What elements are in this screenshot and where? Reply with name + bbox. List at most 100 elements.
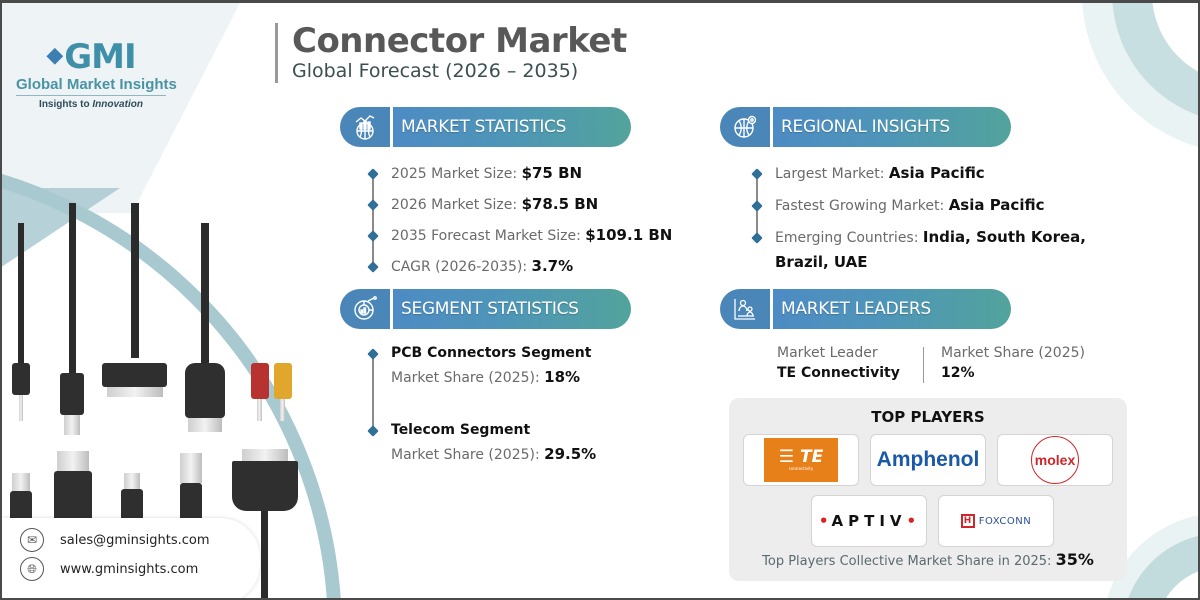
segment-share-value: 29.5% <box>544 445 597 463</box>
plug-tip <box>107 387 163 397</box>
segment-share-value: 18% <box>544 368 581 386</box>
plug-tip <box>188 418 222 432</box>
molex-logo: molex <box>1031 436 1079 484</box>
market-share-label: Market Share (2025) <box>941 345 1085 361</box>
contact-card: ✉ sales@gminsights.com 🌐︎ www.gminsights… <box>2 518 260 598</box>
bullet-icon <box>367 261 379 273</box>
stat-label: 2026 Market Size: <box>391 197 522 213</box>
website-link[interactable]: www.gminsights.com <box>60 561 199 577</box>
page-title: Connector Market <box>292 21 627 61</box>
leaders-icon <box>720 289 770 329</box>
cable <box>69 203 76 373</box>
tagline-emphasis: Innovation <box>92 99 143 110</box>
contact-email[interactable]: ✉ sales@gminsights.com <box>20 528 210 552</box>
segment-item: PCB Connectors Segment <box>367 343 689 363</box>
foxconn-name: FOXCONN <box>978 515 1032 527</box>
regional-insights-list: Largest Market: Asia Pacific Fastest Gro… <box>751 163 1113 273</box>
foxconn-mark-icon: H <box>960 514 975 528</box>
regional-insights-header: REGIONAL INSIGHTS <box>720 107 1011 147</box>
segment-statistics-title: SEGMENT STATISTICS <box>393 289 631 329</box>
te-logo-text: ☰ TE <box>778 447 824 467</box>
market-leader-value: TE Connectivity <box>777 365 900 381</box>
cable <box>261 511 268 598</box>
segment-item: Telecom Segment <box>367 420 689 440</box>
cable <box>18 223 24 363</box>
plug-tip <box>242 449 288 463</box>
contact-website[interactable]: 🌐︎ www.gminsights.com <box>20 557 198 581</box>
segment-share-label: Market Share (2025): <box>391 370 545 386</box>
stat-item: 2035 Forecast Market Size: $109.1 BN <box>367 225 689 246</box>
region-label: Largest Market: <box>775 166 889 182</box>
te-connectivity-logo: ☰ TE connectivity <box>764 438 838 482</box>
timeline-line <box>372 171 374 269</box>
market-leaders-title: MARKET LEADERS <box>773 289 1011 329</box>
bullet-icon <box>367 348 379 360</box>
player-card-foxconn: H FOXCONN <box>938 495 1054 547</box>
bullet-icon <box>367 168 379 180</box>
stat-label: 2025 Market Size: <box>391 166 522 182</box>
segment-statistics-header: SEGMENT STATISTICS <box>340 289 631 329</box>
region-label: Emerging Countries: <box>775 230 923 246</box>
amphenol-logo: Amphenol <box>876 448 980 471</box>
bullet-icon <box>751 200 763 212</box>
te-name: TE <box>799 447 824 467</box>
aptiv-dot: • <box>906 512 920 530</box>
segment-name: PCB Connectors Segment <box>391 345 592 361</box>
audio-jack-icon <box>12 363 30 395</box>
aptiv-dot: • <box>818 512 832 530</box>
rca-red-plug-icon <box>251 363 269 399</box>
player-card-aptiv: •APTIV• <box>811 495 927 547</box>
cable <box>131 203 139 358</box>
stat-label: CAGR (2026-2035): <box>391 259 532 275</box>
region-value: Asia Pacific <box>948 196 1045 214</box>
player-card-amphenol: Amphenol <box>870 434 986 486</box>
region-value: Brazil, UAE <box>775 253 868 271</box>
molex-name: molex <box>1034 452 1076 468</box>
lightning-plug-icon <box>60 373 84 415</box>
stat-item: 2025 Market Size: $75 BN <box>367 163 689 184</box>
email-link[interactable]: sales@gminsights.com <box>60 532 210 548</box>
stat-value: $75 BN <box>521 164 583 182</box>
globe-icon: 🌐︎ <box>20 557 44 581</box>
vga-plug-icon <box>232 461 298 511</box>
stat-value: 3.7% <box>531 257 574 275</box>
plug-tip <box>64 415 80 435</box>
region-item: Fastest Growing Market: Asia Pacific <box>751 195 1113 216</box>
tagline-prefix: Insights to <box>39 99 93 110</box>
stat-value: $109.1 BN <box>585 226 673 244</box>
market-statistics-header: MARKET STATISTICS <box>340 107 631 147</box>
dock-connector-icon <box>102 363 167 387</box>
connector-cables-illustration <box>2 203 302 598</box>
plug-tip <box>180 453 202 483</box>
divider <box>923 347 924 383</box>
market-leaders-header: MARKET LEADERS <box>720 289 1011 329</box>
te-sub: connectivity <box>788 466 814 471</box>
bullet-icon <box>367 425 379 437</box>
cable <box>201 223 209 363</box>
player-card-molex: molex <box>997 434 1113 486</box>
brand-tagline: Insights to Innovation <box>16 99 166 110</box>
stat-value: $78.5 BN <box>521 195 599 213</box>
page-subtitle: Global Forecast (2026 – 2035) <box>292 60 579 82</box>
logo-mark-text: GMI <box>64 37 136 77</box>
bullet-icon <box>751 168 763 180</box>
title-block: Connector Market Global Forecast (2026 –… <box>275 23 627 83</box>
segment-share: Market Share (2025): 29.5% <box>369 444 689 465</box>
plug-tip <box>124 473 140 489</box>
plug-tip <box>57 451 89 473</box>
stat-label: 2035 Forecast Market Size: <box>391 228 586 244</box>
pie-chart-icon <box>340 289 390 329</box>
segment-statistics-list: PCB Connectors Segment Market Share (202… <box>367 343 689 465</box>
usb-plug-icon <box>185 363 225 418</box>
top-players-panel: TOP PLAYERS ☰ TE connectivity Amphenol m… <box>729 398 1127 581</box>
market-statistics-title: MARKET STATISTICS <box>393 107 631 147</box>
market-leader-label: Market Leader <box>777 345 878 361</box>
top-players-collective-share: Top Players Collective Market Share in 2… <box>729 550 1127 569</box>
plug-tip <box>12 473 30 493</box>
plug-tip <box>280 399 285 421</box>
bullet-icon <box>751 232 763 244</box>
collective-share-label: Top Players Collective Market Share in 2… <box>762 554 1056 569</box>
stat-item: CAGR (2026-2035): 3.7% <box>367 256 689 277</box>
segment-share-label: Market Share (2025): <box>391 447 545 463</box>
